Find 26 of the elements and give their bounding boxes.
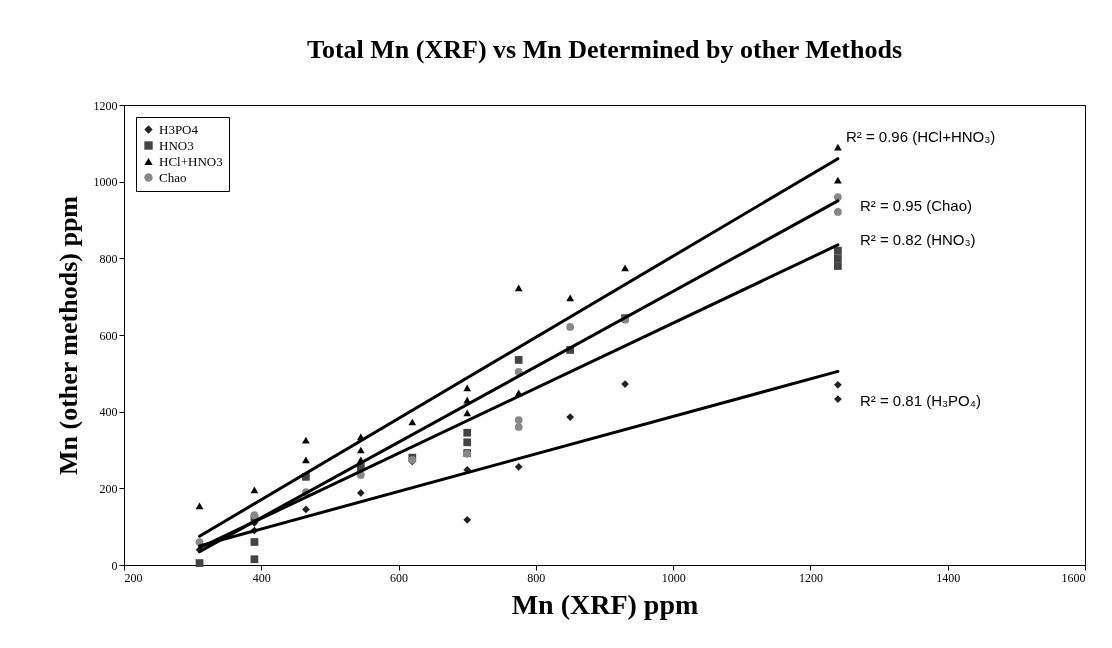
y-axis-title: Mn (other methods) ppm [53,195,83,476]
x-axis-title: Mn (XRF) ppm [511,588,699,620]
legend-label: Chao [159,169,187,185]
x-tick-label: 200 [124,570,143,585]
legend-label: H3PO4 [159,121,199,137]
x-tick-label: 1000 [661,570,686,585]
y-tick-label: 600 [99,328,118,343]
x-tick-label: 1200 [798,570,823,585]
x-tick-label: 800 [527,570,546,585]
y-tick-label: 0 [111,558,118,573]
x-tick-label: 600 [390,570,409,585]
x-tick-label: 400 [252,570,271,585]
x-tick-label: 1600 [1061,570,1086,585]
y-tick-label: 800 [99,251,118,266]
legend-label: HCl+HNO3 [159,153,223,169]
annotation: R² = 0.82 (HNO₃) [859,230,976,248]
y-tick-label: 1000 [93,175,118,190]
chart-title: Total Mn (XRF) vs Mn Determined by other Methods [306,35,903,64]
legend-label: HNO3 [159,137,194,153]
x-tick-label: 1400 [936,570,961,585]
annotation: R² = 0.81 (H₃PO₄) [859,392,981,410]
annotation: R² = 0.96 (HCl+HNO₃) [845,127,996,145]
y-tick-label: 400 [99,405,118,420]
y-tick-label: 1200 [93,98,118,113]
annotation: R² = 0.95 (Chao) [859,196,973,214]
y-tick-label: 200 [99,481,118,496]
